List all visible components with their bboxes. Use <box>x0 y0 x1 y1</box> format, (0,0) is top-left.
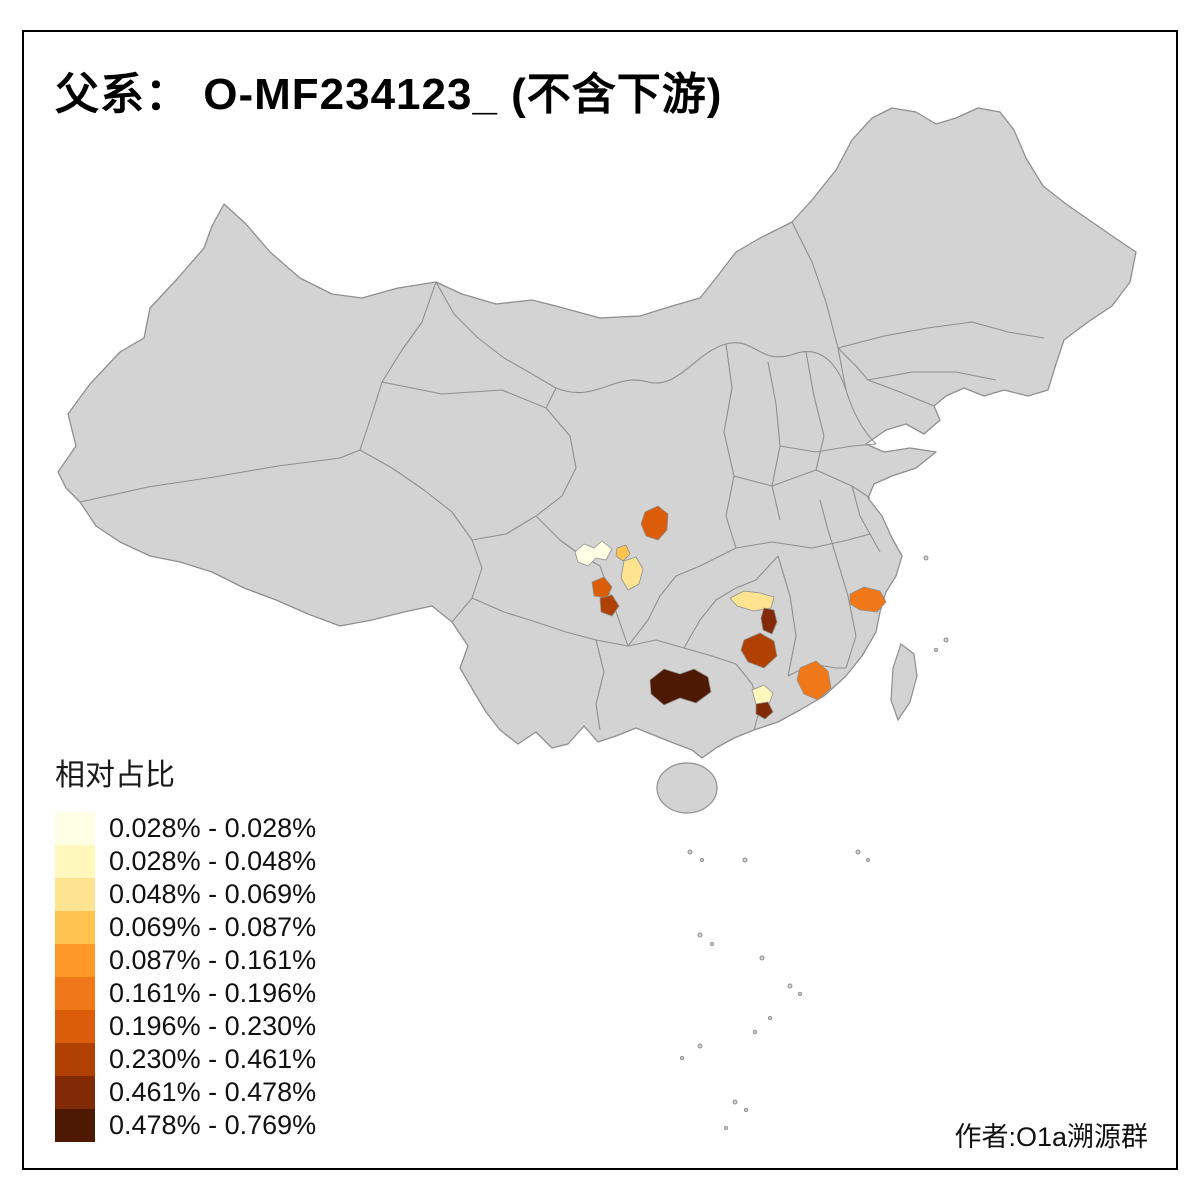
highlighted-region <box>849 586 887 613</box>
legend-item: 0.048% - 0.069% <box>55 878 316 911</box>
legend-swatch <box>55 845 95 878</box>
highlighted-region <box>574 540 613 567</box>
highlighted-region <box>640 505 669 541</box>
legend-label: 0.461% - 0.478% <box>109 1077 317 1107</box>
highlighted-region <box>649 668 712 706</box>
highlighted-regions <box>574 505 887 720</box>
highlighted-region <box>591 576 613 599</box>
legend-label: 0.161% - 0.196% <box>109 978 317 1008</box>
legend-swatch <box>55 1010 95 1043</box>
highlighted-region <box>729 590 775 612</box>
legend-label: 0.069% - 0.087% <box>109 912 317 942</box>
legend-item: 0.087% - 0.161% <box>55 944 316 977</box>
legend: 相对占比 0.028% - 0.028% 0.028% - 0.048% 0.0… <box>55 750 316 1142</box>
legend-label: 0.048% - 0.069% <box>109 879 317 909</box>
legend-item: 0.478% - 0.769% <box>55 1109 316 1142</box>
legend-swatch <box>55 911 95 944</box>
highlighted-region <box>755 701 774 720</box>
hainan-island <box>656 762 718 814</box>
legend-swatch <box>55 1043 95 1076</box>
legend-label: 0.028% - 0.028% <box>109 813 317 843</box>
legend-title: 相对占比 <box>55 759 175 792</box>
province-borders <box>79 221 1045 731</box>
legend-item: 0.196% - 0.230% <box>55 1010 316 1043</box>
legend-swatch <box>55 1076 95 1109</box>
legend-item: 0.069% - 0.087% <box>55 911 316 944</box>
mainland-outline <box>57 107 1137 759</box>
legend-item: 0.028% - 0.028% <box>55 812 316 845</box>
legend-label: 0.087% - 0.161% <box>109 945 317 975</box>
highlighted-region <box>620 556 644 591</box>
sea-islands <box>680 555 949 1130</box>
author-credit: 作者:O1a溯源群 <box>954 1122 1148 1152</box>
legend-item: 0.461% - 0.478% <box>55 1076 316 1109</box>
page-title: 父系： O-MF234123_ (不含下游) <box>55 70 723 119</box>
legend-label: 0.478% - 0.769% <box>109 1110 317 1140</box>
legend-swatch <box>55 878 95 911</box>
highlighted-region <box>751 684 774 705</box>
highlighted-region <box>760 607 778 635</box>
legend-item: 0.028% - 0.048% <box>55 845 316 878</box>
highlighted-region <box>796 660 832 701</box>
legend-swatch <box>55 977 95 1010</box>
legend-item: 0.230% - 0.461% <box>55 1043 316 1076</box>
legend-label: 0.028% - 0.048% <box>109 846 317 876</box>
legend-item: 0.161% - 0.196% <box>55 977 316 1010</box>
taiwan-island <box>890 643 918 722</box>
legend-swatch <box>55 1109 95 1142</box>
legend-label: 0.230% - 0.461% <box>109 1044 317 1074</box>
legend-swatch <box>55 812 95 845</box>
highlighted-region <box>599 594 620 617</box>
highlighted-region <box>615 544 631 562</box>
legend-label: 0.196% - 0.230% <box>109 1011 317 1041</box>
legend-swatch <box>55 944 95 977</box>
highlighted-region <box>740 632 778 669</box>
